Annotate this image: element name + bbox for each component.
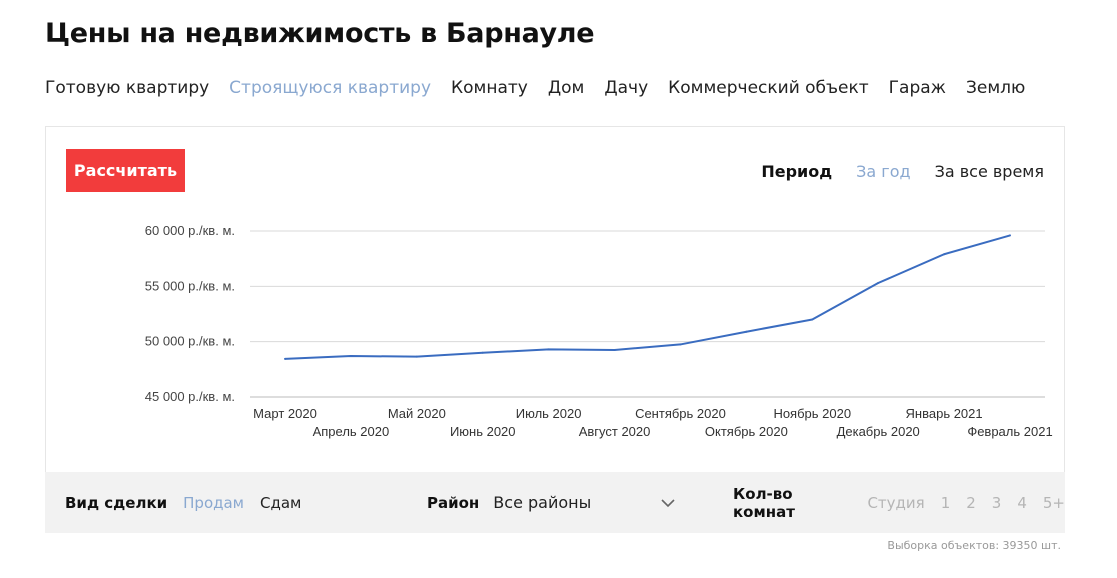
series-line [284, 234, 1011, 360]
tab-commercial[interactable]: Коммерческий объект [668, 78, 869, 98]
district-value: Все районы [493, 493, 592, 512]
tab-room[interactable]: Комнату [451, 78, 528, 98]
x-tick-label: Сентябрь 2020 [635, 406, 726, 421]
rooms-option-2[interactable]: 2 [966, 493, 976, 512]
rooms-option-1[interactable]: 1 [940, 493, 951, 512]
data-point [547, 348, 550, 351]
y-tick-label: 45 000 р./кв. м. [145, 389, 235, 404]
tab-ready-apartment[interactable]: Готовую квартиру [45, 78, 210, 98]
data-point [284, 357, 286, 360]
chevron-down-icon [661, 498, 675, 507]
y-tick-label: 60 000 р./кв. м. [145, 223, 235, 238]
data-point [613, 348, 616, 351]
x-tick-label: Декабрь 2020 [837, 424, 920, 439]
x-tick-label: Апрель 2020 [313, 424, 390, 439]
tab-garage[interactable]: Гараж [888, 78, 946, 98]
data-point [943, 253, 946, 256]
page-title: Цены на недвижимость в Барнауле [45, 18, 595, 49]
property-type-tabs: Готовую квартиру Строящуюся квартиру Ком… [45, 78, 1045, 98]
rooms-option-4[interactable]: 4 [1017, 493, 1027, 512]
deal-type-label: Вид сделки [65, 493, 168, 512]
chart-panel: Рассчитать Период За год За все время [45, 126, 1065, 472]
data-point [745, 330, 748, 333]
data-point [811, 318, 814, 321]
rooms-option-3[interactable]: 3 [991, 493, 1002, 512]
deal-sell-option[interactable]: Продам [183, 493, 244, 512]
x-tick-label: Ноябрь 2020 [773, 406, 851, 421]
data-point [679, 343, 682, 346]
tab-dacha[interactable]: Дачу [604, 78, 649, 98]
period-all-option[interactable]: За все время [934, 162, 1044, 181]
x-tick-label: Май 2020 [388, 406, 446, 421]
district-label: Район [427, 493, 480, 512]
filter-bar: Вид сделки Продам Сдам Район Все районы … [45, 472, 1065, 533]
y-tick-label: 55 000 р./кв. м. [145, 278, 235, 293]
x-tick-label: Октябрь 2020 [705, 424, 788, 439]
x-tick-label: Февраль 2021 [967, 424, 1052, 439]
data-point [481, 351, 484, 354]
data-point [1009, 234, 1011, 237]
y-tick-label: 50 000 р./кв. м. [145, 334, 235, 349]
sample-count-note: Выборка объектов: 39350 шт. [887, 539, 1061, 552]
period-year-option[interactable]: За год [856, 162, 911, 181]
district-select[interactable]: Все районы [493, 493, 675, 512]
rooms-option-5plus[interactable]: 5+ [1042, 493, 1065, 512]
period-label: Период [761, 162, 833, 181]
data-point [415, 355, 418, 358]
tab-land[interactable]: Землю [965, 78, 1026, 98]
x-tick-label: Август 2020 [579, 424, 651, 439]
rooms-option-studio[interactable]: Студия [867, 493, 925, 512]
x-tick-label: Январь 2021 [906, 406, 983, 421]
calculate-button[interactable]: Рассчитать [66, 149, 185, 192]
deal-type-filter: Вид сделки Продам Сдам [65, 494, 301, 512]
x-tick-label: Март 2020 [253, 406, 317, 421]
district-filter: Район Все районы [427, 493, 675, 512]
price-line-chart: 45 000 р./кв. м. 50 000 р./кв. м. 55 000 р… [145, 223, 1053, 439]
deal-rent-option[interactable]: Сдам [260, 493, 302, 512]
x-tick-label: Июль 2020 [516, 406, 582, 421]
rooms-filter: Кол-во комнат Студия 1 2 3 4 5+ [733, 485, 1065, 521]
tab-house[interactable]: Дом [547, 78, 585, 98]
period-selector: Период За год За все время [761, 162, 1044, 181]
data-point [877, 282, 880, 285]
x-tick-label: Июнь 2020 [450, 424, 516, 439]
rooms-label: Кол-во комнат [733, 484, 795, 521]
data-point [349, 355, 352, 358]
tab-new-apartment[interactable]: Строящуюся квартиру [229, 78, 432, 98]
